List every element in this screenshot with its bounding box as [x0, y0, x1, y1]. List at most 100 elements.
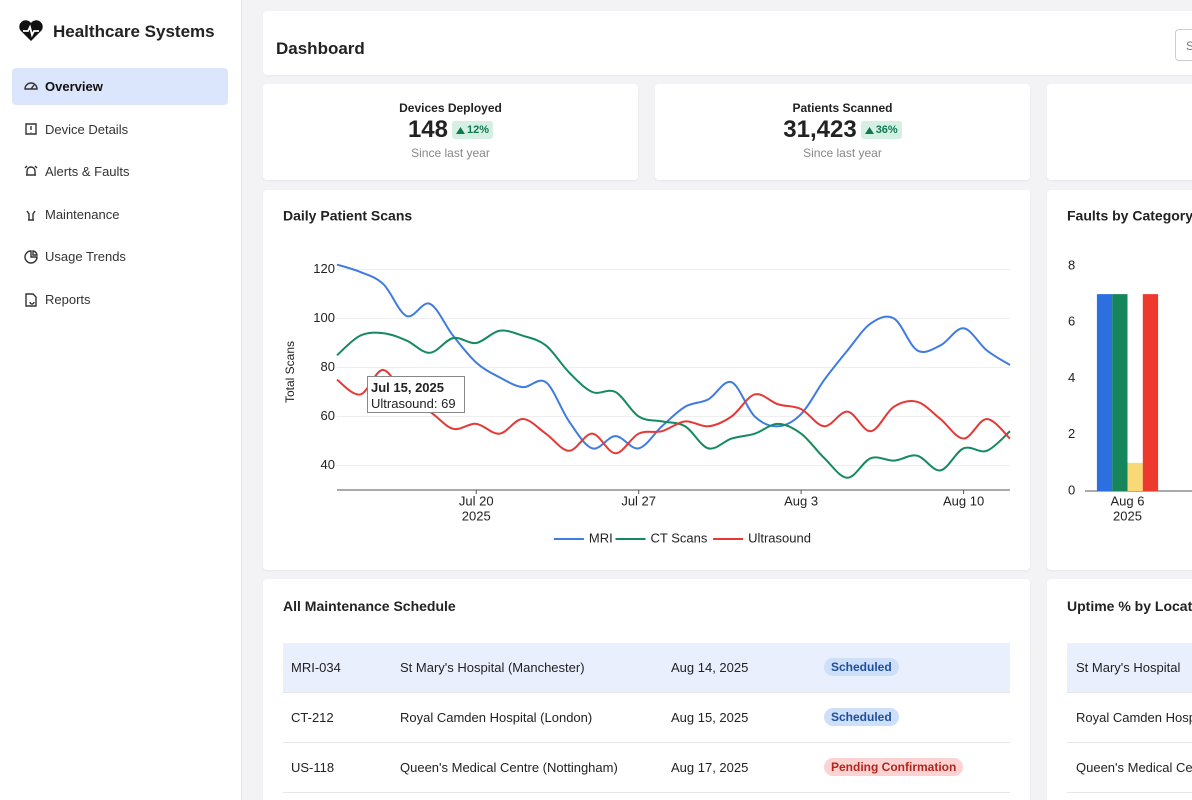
x-tick-sublabel: 2025 — [1113, 508, 1142, 523]
nav-label: Maintenance — [45, 206, 120, 222]
icon — [24, 165, 38, 176]
y-tick-label: 4 — [1068, 370, 1075, 385]
cell: Royal Camden Hospital — [1076, 710, 1192, 725]
y-tick-label: 8 — [1068, 257, 1075, 272]
y-tick-label: 120 — [313, 261, 335, 276]
x-tick-label: Aug 3 — [784, 493, 818, 508]
search-box[interactable]: Search — [1175, 29, 1192, 61]
header: Dashboard Search — [263, 11, 1192, 75]
cell: St Mary's Hospital (Manchester) — [400, 660, 585, 675]
table-row: St Mary's Hospital — [1067, 643, 1192, 693]
page-title: Dashboard — [276, 39, 365, 58]
y-tick-label: 2 — [1068, 426, 1075, 441]
cell: US-118 — [291, 760, 335, 775]
tooltip: Jul 15, 2025 Ultrasound: 69 — [367, 376, 465, 413]
tooltip-title: Jul 15, 2025 — [371, 380, 444, 395]
table-row: Queen's Medical Centre — [1067, 743, 1192, 793]
x-tick-sublabel: 2025 — [462, 508, 491, 523]
y-tick-label: 80 — [321, 359, 335, 374]
table-row: US-118 Queen's Medical Centre (Nottingham… — [283, 743, 1010, 793]
nav-item[interactable]: Usage Trends — [12, 238, 228, 275]
icon — [25, 122, 37, 135]
icon — [24, 82, 38, 90]
kpi-card — [1047, 84, 1192, 180]
kpi-label: Patients Scanned — [792, 101, 893, 115]
icon — [24, 250, 38, 265]
cell: CT-212 — [291, 710, 334, 725]
nav-icon — [26, 210, 36, 221]
cell: Royal Camden Hospital (London) — [400, 710, 593, 725]
up-icon — [456, 126, 465, 134]
kpi-card: Patients Scanned 31,423 36% Since last year — [655, 84, 1030, 180]
kpi-value-row: 31,423 36% — [655, 116, 1030, 144]
x-tick-label: Aug 6 — [1111, 493, 1145, 508]
table-row: MRI-034 St Mary's Hospital (Manchester) Au… — [283, 643, 1010, 693]
line-series — [336, 263, 1011, 450]
cell: Aug 17, 2025 — [671, 760, 749, 775]
icon — [864, 126, 874, 134]
nav-icon — [25, 122, 37, 135]
cell: Queen's Medical Centre — [1076, 760, 1192, 775]
legend-label: Ultrasound — [748, 530, 811, 545]
bar — [1096, 294, 1113, 491]
nav-item[interactable]: Reports — [12, 281, 228, 318]
icon — [26, 210, 36, 221]
y-tick-label: 0 — [1068, 482, 1075, 497]
y-tick-label: 60 — [321, 408, 335, 423]
y-tick-label: 6 — [1068, 314, 1075, 329]
card-title: Uptime % by Location — [1067, 598, 1192, 614]
cell: MRI-034 — [291, 660, 341, 675]
kpi-card: Devices Deployed 148 12% Since last year — [263, 84, 638, 180]
y-tick-label: 100 — [313, 310, 335, 325]
kpi-note: Since last year — [411, 146, 490, 160]
nav-label: Overview — [45, 79, 103, 94]
status-badge: Scheduled — [824, 708, 899, 726]
card-title: All Maintenance Schedule — [283, 598, 456, 614]
cell: Aug 14, 2025 — [671, 660, 749, 675]
uptime-card: Uptime % by Location St Mary's Hospital R… — [1047, 579, 1192, 800]
nav-icon — [25, 293, 37, 307]
kpi-change-text: 12% — [467, 124, 490, 136]
chart-title: Faults by Category — [1067, 208, 1192, 224]
kpi-change: 12% — [452, 121, 494, 139]
nav-item[interactable]: Overview — [12, 68, 228, 105]
status-badge: Scheduled — [824, 658, 899, 676]
nav-label: Reports — [45, 292, 91, 307]
kpi-value: 148 — [407, 116, 448, 143]
line-series — [336, 329, 1011, 479]
kpi-change: 36% — [860, 121, 902, 139]
kpi-note: Since last year — [803, 146, 882, 160]
logo — [19, 20, 43, 41]
legend-label: MRI — [589, 530, 613, 545]
bar-chart-card: Faults by Category 0 2 4 6 8 Aug 6 2025 — [1047, 190, 1192, 570]
nav-item[interactable]: Maintenance — [12, 196, 228, 233]
nav-item[interactable]: Alerts & Faults — [12, 153, 228, 190]
x-tick-label: Jul 20 — [459, 493, 494, 508]
nav-item[interactable]: Device Details — [12, 111, 228, 148]
kpi-label: Devices Deployed — [399, 101, 502, 115]
cell: St Mary's Hospital — [1076, 660, 1181, 675]
status-badge: Pending Confirmation — [824, 758, 964, 776]
y-tick-label: 40 — [321, 457, 335, 472]
nav-icon — [24, 250, 38, 265]
line-series — [336, 368, 1011, 455]
bar — [1127, 462, 1143, 491]
line-chart-card: Daily Patient Scans Total Scans 40 60 80 100 1… — [263, 190, 1030, 570]
maintenance-card: All Maintenance Schedule MRI-034 St Mary'… — [263, 579, 1030, 800]
nav-label: Usage Trends — [45, 249, 126, 265]
kpi-value-row: 148 12% — [263, 116, 638, 144]
nav-label: Device Details — [45, 121, 129, 137]
cell: Queen's Medical Centre (Nottingham) — [400, 760, 618, 775]
x-tick-label: Aug 10 — [943, 493, 984, 508]
x-tick-label: Jul 27 — [621, 493, 656, 508]
nav-icon — [24, 165, 38, 176]
legend-label: CT Scans — [651, 530, 708, 545]
chart-title: Daily Patient Scans — [283, 208, 412, 224]
sidebar: Healthcare Systems Overview Device Detail… — [0, 0, 242, 800]
up-icon — [864, 126, 874, 134]
bar — [1142, 294, 1159, 491]
nav-label: Alerts & Faults — [45, 164, 130, 180]
table-row: Royal Camden Hospital — [1067, 693, 1192, 743]
